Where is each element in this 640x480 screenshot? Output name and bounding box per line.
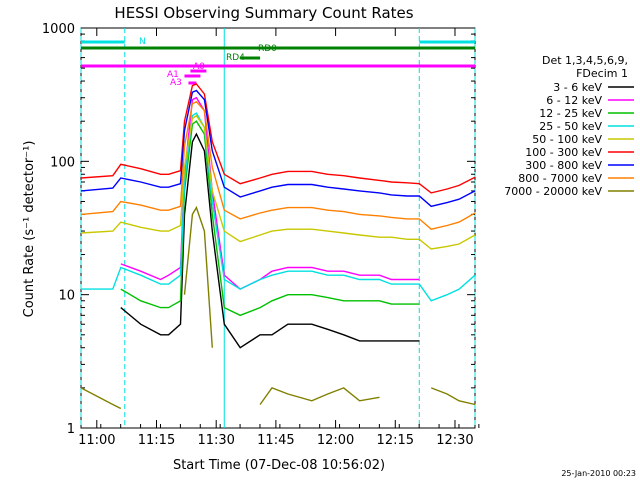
legend-entry-label: 3 - 6 keV [553, 81, 602, 94]
x-tick-label: 12:15 [377, 433, 414, 448]
legend-entry-label: 25 - 50 keV [539, 120, 602, 133]
legend-title-line: FDecim 1 [576, 67, 628, 80]
legend-entry-label: 12 - 25 keV [539, 107, 602, 120]
legend-entry-label: 6 - 12 keV [546, 94, 602, 107]
x-tick-label: 11:00 [78, 433, 115, 448]
series-line [120, 96, 420, 290]
flag-label: A1 [167, 70, 179, 80]
timestamp-label: 25-Jan-2010 00:23 [561, 469, 636, 478]
series-line [120, 120, 420, 317]
y-tick-label: 100 [50, 155, 75, 170]
plot-area: 11:00 11:15 11:30 11:45 12:00 12:15 12:30 1 10 10… [42, 22, 480, 448]
chart-title: HESSI Observing Summary Count Rates [114, 4, 413, 22]
series-line [80, 89, 476, 208]
y-tick-label: 10 [58, 289, 75, 304]
x-axis-label: Start Time (07-Dec-08 10:56:02) [173, 458, 385, 473]
x-tick-label: 11:15 [138, 433, 175, 448]
series-line [80, 100, 476, 230]
series-line [430, 387, 476, 406]
x-tick-label: 12:00 [317, 433, 354, 448]
legend-entry-label: 100 - 300 keV [525, 146, 602, 159]
x-tick-label: 12:30 [436, 433, 473, 448]
series-line [80, 83, 476, 194]
legend-entry-label: 7000 - 20000 keV [504, 185, 602, 198]
flag-label: RD0 [258, 44, 277, 54]
legend-entry-label: 800 - 7000 keV [518, 172, 602, 185]
x-tick-label: 11:45 [257, 433, 294, 448]
x-tick-label: 11:30 [197, 433, 234, 448]
legend-entry-label: 300 - 800 keV [525, 159, 602, 172]
y-tick-label: 1000 [42, 22, 75, 37]
flag-label: N [139, 37, 146, 47]
series-line [259, 387, 380, 405]
legend-title-line: Det 1,3,4,5,6,9, [542, 54, 628, 67]
y-axis-label: Count Rate (s⁻¹ detector⁻¹) [22, 141, 37, 318]
y-tick-label: 1 [67, 422, 75, 437]
flag-label: A3 [170, 78, 182, 88]
series-line [81, 112, 476, 302]
series-line [120, 132, 420, 349]
plot-frame [80, 27, 476, 429]
series-line [80, 387, 122, 410]
series-line [183, 205, 213, 348]
series-line [80, 114, 476, 250]
legend-entry-label: 50 - 100 keV [532, 133, 602, 146]
flag-label: RD4 [226, 53, 245, 63]
